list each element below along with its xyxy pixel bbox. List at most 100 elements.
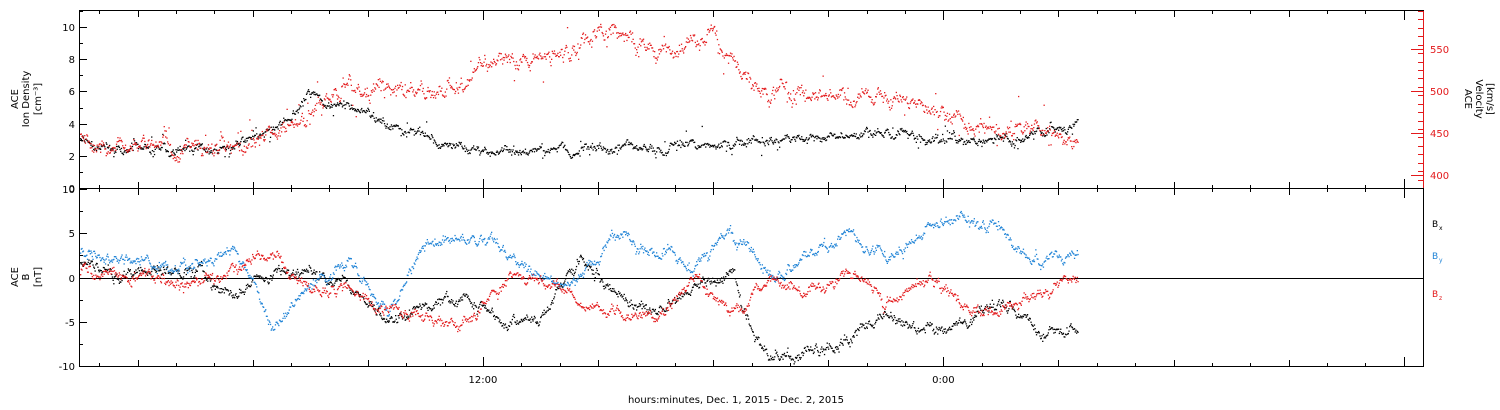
data-point — [424, 97, 426, 99]
data-point — [506, 56, 508, 59]
data-point — [866, 127, 868, 130]
data-point — [580, 140, 582, 143]
data-point — [738, 296, 741, 298]
data-point — [258, 275, 260, 277]
data-point — [105, 155, 107, 157]
data-point — [451, 302, 453, 304]
data-point — [450, 299, 453, 301]
data-point — [957, 322, 959, 324]
data-point — [139, 272, 141, 275]
data-point — [464, 145, 466, 147]
data-point — [93, 148, 95, 151]
data-point — [462, 148, 464, 150]
data-point — [920, 329, 922, 331]
data-point — [382, 318, 384, 320]
data-point — [189, 146, 191, 148]
data-point — [702, 41, 704, 43]
data-point — [586, 148, 588, 150]
data-point — [506, 146, 508, 148]
data-point — [796, 92, 798, 94]
data-point — [689, 294, 692, 296]
data-point — [505, 55, 507, 57]
data-point — [593, 29, 596, 31]
data-point — [451, 87, 453, 89]
data-point — [679, 139, 681, 142]
data-point — [82, 251, 84, 253]
data-point — [995, 308, 998, 311]
data-point — [1001, 138, 1003, 140]
data-point — [527, 319, 529, 321]
data-point — [436, 303, 438, 306]
data-point — [849, 135, 851, 137]
data-point — [499, 322, 502, 324]
data-point — [438, 86, 440, 88]
data-point — [839, 136, 841, 138]
data-point — [1007, 128, 1009, 130]
data-point — [714, 280, 716, 282]
data-point — [1022, 315, 1024, 317]
data-point — [453, 303, 455, 305]
data-point — [627, 139, 629, 141]
data-point — [587, 146, 589, 148]
data-point — [604, 285, 606, 287]
data-point — [933, 105, 935, 108]
data-point — [130, 146, 132, 148]
data-point — [968, 141, 971, 143]
data-point — [397, 87, 399, 89]
data-point — [236, 142, 238, 144]
data-point — [840, 132, 842, 134]
data-point — [895, 319, 897, 322]
data-point — [1065, 334, 1067, 336]
data-point — [562, 141, 564, 144]
data-point — [251, 281, 253, 283]
data-point — [111, 273, 113, 276]
data-point — [197, 262, 199, 264]
data-point — [888, 100, 890, 102]
data-point — [561, 286, 563, 288]
data-point — [1002, 136, 1004, 138]
data-point — [334, 280, 337, 282]
data-point — [281, 270, 283, 272]
data-point — [782, 358, 784, 360]
data-point — [386, 321, 388, 323]
data-point — [211, 151, 213, 153]
data-point — [680, 298, 682, 300]
data-point — [314, 91, 316, 93]
data-point — [595, 150, 597, 152]
data-point — [226, 144, 228, 146]
data-point — [210, 287, 212, 289]
data-point — [639, 38, 641, 40]
data-point — [319, 276, 321, 278]
data-point — [1073, 328, 1075, 330]
data-point — [763, 141, 765, 144]
data-point — [949, 118, 951, 120]
data-point — [147, 143, 149, 146]
data-point — [690, 139, 692, 141]
data-point — [1057, 135, 1059, 137]
data-point — [96, 256, 98, 259]
data-point — [441, 94, 444, 96]
data-point — [89, 142, 91, 145]
data-point — [278, 264, 280, 267]
data-point — [966, 130, 969, 132]
data-point — [287, 123, 289, 126]
data-point — [806, 97, 808, 99]
data-point — [670, 53, 672, 55]
data-point — [493, 58, 495, 60]
data-point — [299, 273, 301, 275]
data-point — [689, 34, 692, 37]
data-point — [209, 280, 212, 282]
data-point — [1018, 123, 1020, 125]
data-point — [1068, 137, 1070, 140]
data-point — [764, 349, 766, 351]
data-point — [160, 146, 163, 149]
data-point — [991, 129, 993, 131]
data-point — [951, 325, 953, 327]
data-point — [700, 281, 702, 283]
data-point — [294, 298, 297, 301]
data-point — [106, 268, 108, 271]
data-point — [116, 278, 118, 280]
data-point — [332, 272, 335, 274]
data-point — [222, 288, 224, 290]
data-point — [499, 150, 502, 152]
